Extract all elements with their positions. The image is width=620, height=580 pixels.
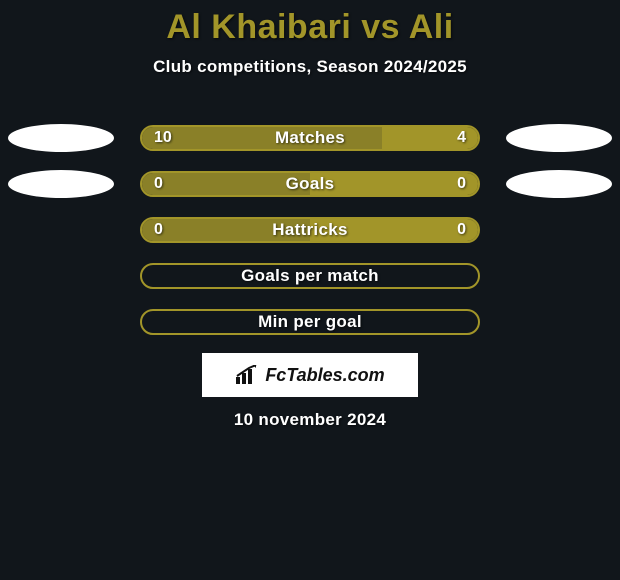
- stat-label: Min per goal: [142, 311, 478, 333]
- bar-chart-icon: [235, 365, 259, 385]
- subtitle: Club competitions, Season 2024/2025: [0, 57, 620, 77]
- logo-text: FcTables.com: [265, 365, 384, 386]
- stat-row: Goals per match: [0, 263, 620, 289]
- date: 10 november 2024: [0, 410, 620, 430]
- stat-label: Goals per match: [142, 265, 478, 287]
- stat-bar-track: Goals per match: [140, 263, 480, 289]
- stat-bar-track: Min per goal: [140, 309, 480, 335]
- stats-rows: Matches104 Goals00 Hattricks00 Goals per ma…: [0, 125, 620, 355]
- stat-row: Min per goal: [0, 309, 620, 335]
- stat-row: Goals00: [0, 171, 620, 197]
- stat-bar-track: Matches104: [140, 125, 480, 151]
- stat-bar-track: Hattricks00: [140, 217, 480, 243]
- stat-row: Matches104: [0, 125, 620, 151]
- stat-row: Hattricks00: [0, 217, 620, 243]
- stat-bar-left-fill: [142, 219, 310, 241]
- stat-bar-right-fill: [382, 127, 478, 149]
- stat-bar-right-fill: [310, 219, 478, 241]
- player-badge-right: [506, 124, 612, 152]
- stat-bar-track: Goals00: [140, 171, 480, 197]
- logo-box: FcTables.com: [202, 353, 418, 397]
- canvas: Al Khaibari vs Ali Club competitions, Se…: [0, 0, 620, 580]
- stat-bar-left-fill: [142, 127, 382, 149]
- page-title: Al Khaibari vs Ali: [0, 0, 620, 47]
- stat-bar-left-fill: [142, 173, 310, 195]
- logo: FcTables.com: [235, 365, 384, 386]
- player-badge-left: [8, 170, 114, 198]
- player-badge-right: [506, 170, 612, 198]
- player-badge-left: [8, 124, 114, 152]
- stat-bar-right-fill: [310, 173, 478, 195]
